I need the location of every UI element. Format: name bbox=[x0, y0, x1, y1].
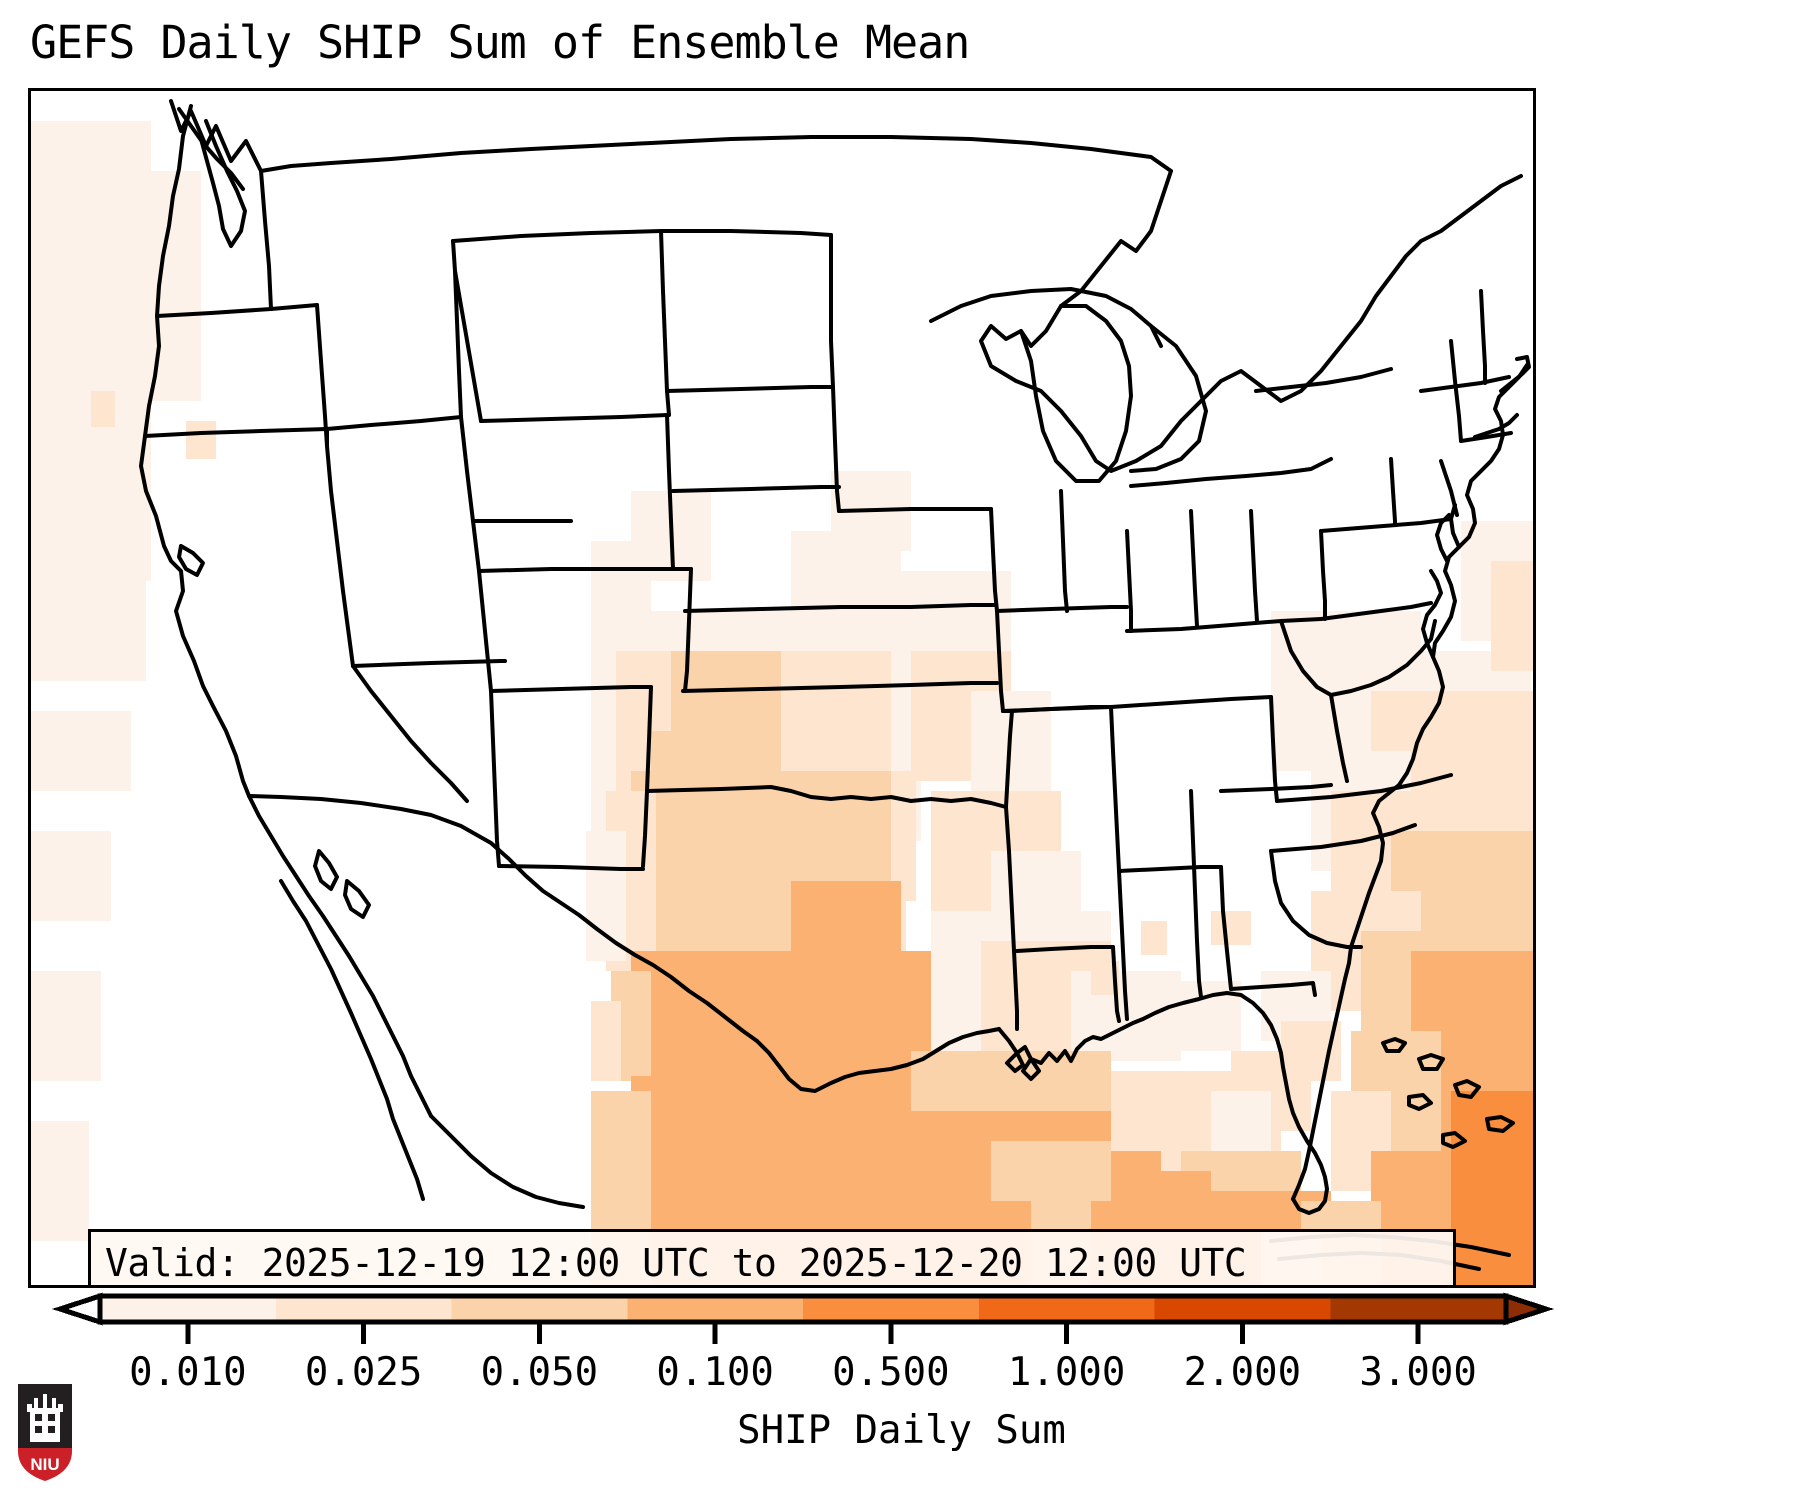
colorbar-svg[interactable] bbox=[0, 1288, 1803, 1348]
colorbar-tick-label: 0.050 bbox=[480, 1350, 599, 1395]
valid-time-line: Valid: 2025-12-19 12:00 UTC to 2025-12-2… bbox=[105, 1241, 1247, 1285]
colorbar-tick-label: 3.000 bbox=[1359, 1350, 1477, 1395]
colorbar-bands bbox=[51, 1292, 1555, 1326]
map-clip bbox=[31, 91, 1533, 1285]
colorbar-outline bbox=[97, 1293, 1509, 1325]
colorbar-tick-label: 0.025 bbox=[304, 1350, 423, 1395]
colorbar-tick-labels: 0.010 0.025 0.050 0.100 0.500 1.000 2.000 3.000 bbox=[0, 1350, 1803, 1400]
ship-data-raster bbox=[31, 121, 1533, 1285]
map-panel[interactable]: Valid: 2025-12-19 12:00 UTC to 2025-12-2… bbox=[28, 88, 1536, 1288]
colorbar[interactable] bbox=[0, 1288, 1803, 1348]
colorbar-tick-label: 1.000 bbox=[1007, 1350, 1126, 1395]
colorbar-band bbox=[803, 1296, 980, 1322]
page-title: GEFS Daily SHIP Sum of Ensemble Mean bbox=[30, 16, 970, 69]
colorbar-tick-label: 0.010 bbox=[129, 1350, 247, 1395]
colorbar-over-arrow bbox=[1503, 1292, 1555, 1326]
colorbar-band bbox=[451, 1296, 628, 1322]
colorbar-under-arrow bbox=[51, 1292, 103, 1326]
colorbar-band bbox=[627, 1296, 804, 1322]
colorbar-axis-label: SHIP Daily Sum bbox=[737, 1408, 1066, 1453]
colorbar-band bbox=[1154, 1296, 1331, 1322]
colorbar-tick-label: 2.000 bbox=[1183, 1350, 1302, 1395]
colorbar-band bbox=[978, 1296, 1156, 1322]
colorbar-tick-label: 0.100 bbox=[656, 1350, 774, 1395]
colorbar-tick-label: 0.500 bbox=[832, 1350, 950, 1395]
colorbar-band bbox=[1330, 1296, 1507, 1322]
logo-castle-icon bbox=[27, 1394, 63, 1442]
colorbar-band bbox=[100, 1296, 277, 1322]
logo-text: NIU bbox=[30, 1455, 59, 1474]
niu-logo: NIU bbox=[15, 1381, 75, 1486]
colorbar-band bbox=[275, 1296, 453, 1322]
logo-shield-bottom bbox=[18, 1448, 72, 1481]
colorbar-ticks bbox=[185, 1322, 1421, 1344]
forecast-info-box: Valid: 2025-12-19 12:00 UTC to 2025-12-2… bbox=[88, 1229, 1456, 1285]
logo-castle-windows bbox=[35, 1414, 55, 1433]
